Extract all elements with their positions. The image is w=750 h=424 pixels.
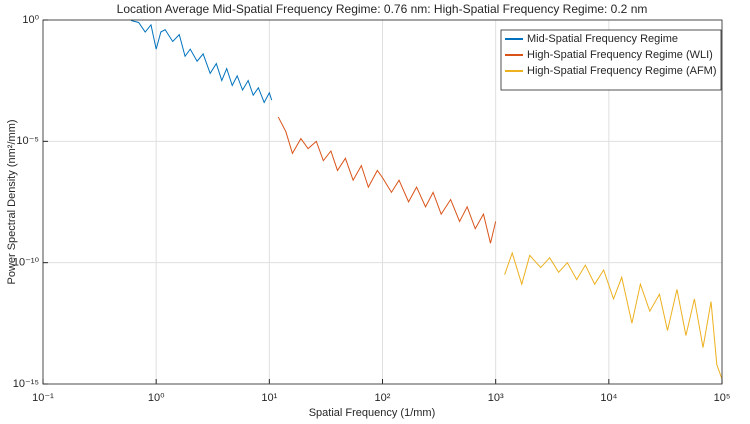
x-tick-label: 10² [375, 392, 391, 404]
y-axis-label: Power Spectral Density (nm²/mm) [6, 119, 18, 284]
y-tick-label: 10⁻¹⁵ [13, 378, 39, 390]
series-line [130, 20, 273, 104]
legend-label: Mid-Spatial Frequency Regime [527, 33, 678, 45]
x-tick-label: 10⁰ [148, 392, 165, 404]
legend-label: High-Spatial Frequency Regime (WLI) [527, 49, 713, 61]
y-tick-label: 10⁰ [22, 14, 39, 26]
chart-title: Location Average Mid-Spatial Frequency R… [117, 2, 648, 16]
plot-border [42, 19, 723, 385]
x-tick-label: 10¹ [261, 392, 277, 404]
series-line [277, 116, 497, 244]
x-axis-label: Spatial Frequency (1/mm) [309, 407, 436, 419]
y-tick-label: 10⁻¹⁰ [13, 257, 40, 269]
legend-box [500, 29, 722, 91]
x-tick-label: 10⁴ [600, 392, 617, 404]
x-tick-label: 10³ [488, 392, 504, 404]
legend-label: High-Spatial Frequency Regime (AFM) [527, 65, 717, 77]
x-tick-label: 10⁻¹ [32, 392, 54, 404]
x-tick-label: 10⁵ [714, 392, 731, 404]
y-tick-label: 10⁻⁵ [16, 135, 39, 147]
series-line [504, 251, 722, 380]
